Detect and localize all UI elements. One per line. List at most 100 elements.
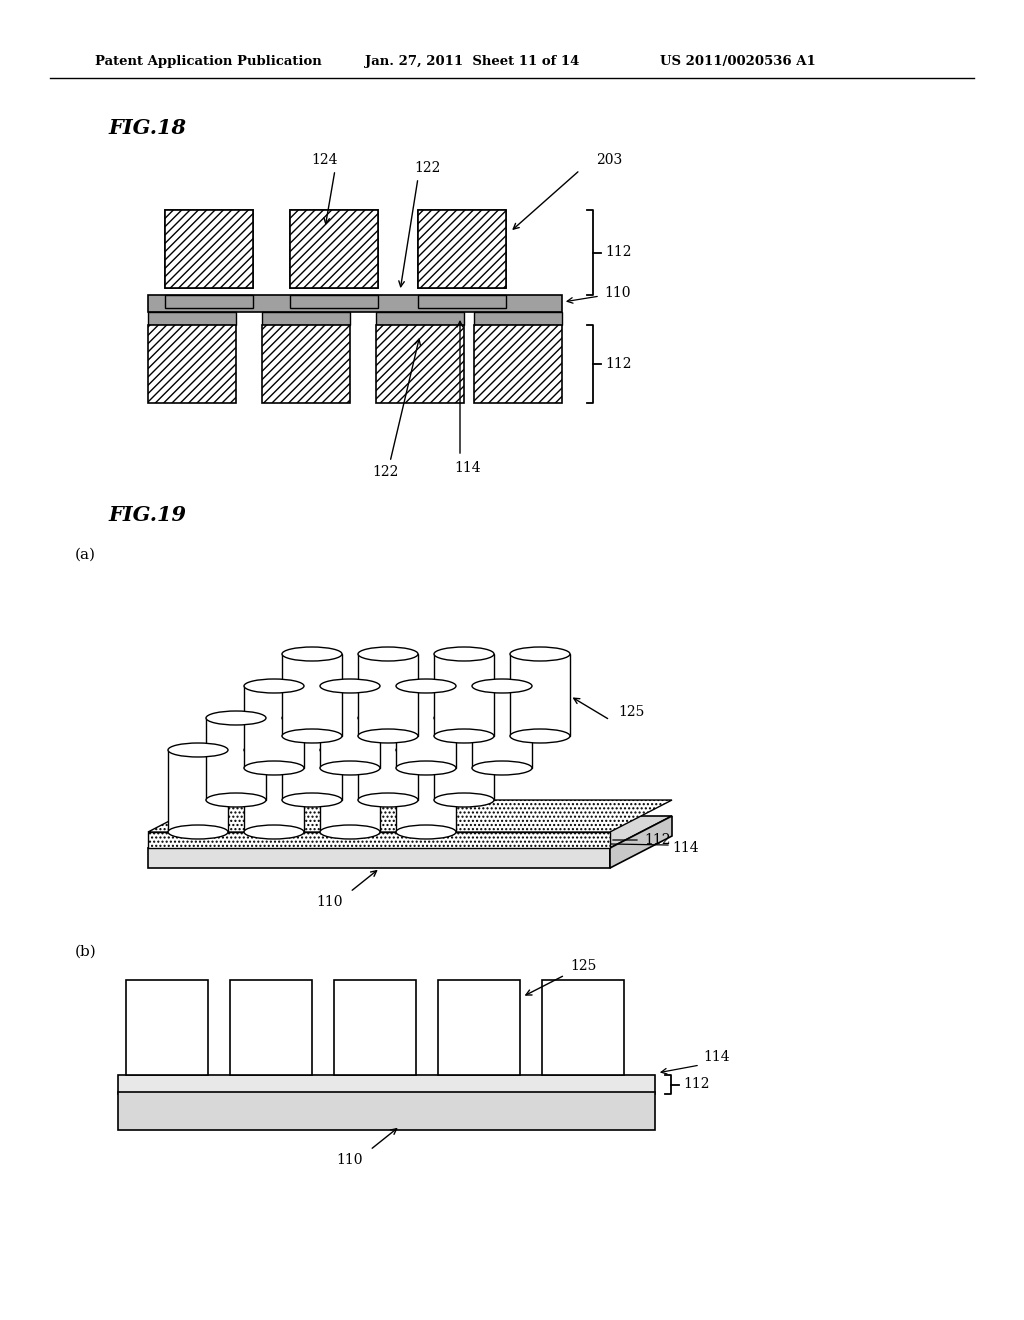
Text: 122: 122 — [372, 465, 398, 479]
Ellipse shape — [282, 647, 342, 661]
Text: (b): (b) — [75, 945, 96, 960]
Ellipse shape — [282, 793, 342, 807]
Ellipse shape — [244, 825, 304, 840]
Text: 110: 110 — [337, 1152, 364, 1167]
Polygon shape — [244, 750, 304, 832]
Ellipse shape — [358, 711, 418, 725]
Ellipse shape — [434, 729, 494, 743]
Ellipse shape — [206, 711, 266, 725]
Text: 125: 125 — [570, 960, 596, 973]
Bar — [290, 210, 378, 288]
Polygon shape — [206, 718, 266, 800]
Bar — [418, 294, 506, 308]
Polygon shape — [434, 718, 494, 800]
Bar — [262, 312, 350, 325]
Ellipse shape — [472, 762, 532, 775]
Ellipse shape — [319, 743, 380, 756]
Bar — [148, 325, 236, 403]
Polygon shape — [358, 653, 418, 737]
Text: 125: 125 — [618, 705, 644, 719]
Ellipse shape — [472, 678, 532, 693]
Polygon shape — [282, 653, 342, 737]
Ellipse shape — [168, 825, 228, 840]
Ellipse shape — [396, 762, 456, 775]
Text: FIG.19: FIG.19 — [108, 506, 186, 525]
Ellipse shape — [358, 729, 418, 743]
Text: 203: 203 — [596, 153, 623, 168]
Bar — [165, 210, 253, 288]
Text: 112: 112 — [644, 833, 671, 847]
Ellipse shape — [319, 762, 380, 775]
Bar — [334, 979, 416, 1074]
Polygon shape — [282, 718, 342, 800]
Text: 112: 112 — [605, 356, 632, 371]
Bar — [230, 979, 312, 1074]
Polygon shape — [610, 816, 672, 869]
Ellipse shape — [282, 729, 342, 743]
Polygon shape — [148, 816, 672, 847]
Text: 110: 110 — [316, 895, 343, 909]
Ellipse shape — [206, 793, 266, 807]
Bar — [376, 325, 464, 403]
Polygon shape — [148, 832, 610, 847]
Ellipse shape — [244, 743, 304, 756]
Text: 112: 112 — [683, 1077, 710, 1092]
Text: 110: 110 — [604, 286, 631, 300]
Ellipse shape — [319, 678, 380, 693]
Ellipse shape — [396, 825, 456, 840]
Ellipse shape — [319, 825, 380, 840]
Bar — [438, 979, 520, 1074]
Polygon shape — [319, 686, 380, 768]
Ellipse shape — [358, 647, 418, 661]
Bar — [148, 294, 562, 312]
Ellipse shape — [358, 793, 418, 807]
Polygon shape — [319, 750, 380, 832]
Polygon shape — [358, 718, 418, 800]
Text: Patent Application Publication: Patent Application Publication — [95, 55, 322, 69]
Polygon shape — [118, 1092, 655, 1130]
Text: Jan. 27, 2011  Sheet 11 of 14: Jan. 27, 2011 Sheet 11 of 14 — [365, 55, 580, 69]
Ellipse shape — [282, 711, 342, 725]
Ellipse shape — [434, 711, 494, 725]
Ellipse shape — [396, 743, 456, 756]
Ellipse shape — [510, 729, 570, 743]
Ellipse shape — [396, 678, 456, 693]
Ellipse shape — [434, 647, 494, 661]
Bar — [126, 979, 208, 1074]
Polygon shape — [396, 686, 456, 768]
Bar — [262, 325, 350, 403]
Polygon shape — [244, 686, 304, 768]
Text: (a): (a) — [75, 548, 96, 562]
Polygon shape — [148, 847, 610, 869]
Polygon shape — [510, 653, 570, 737]
Bar — [474, 325, 562, 403]
Bar — [165, 210, 253, 288]
Polygon shape — [148, 800, 672, 832]
Polygon shape — [396, 750, 456, 832]
Bar — [148, 312, 236, 325]
Bar — [542, 979, 624, 1074]
Ellipse shape — [510, 647, 570, 661]
Bar — [418, 210, 506, 288]
Bar — [376, 312, 464, 325]
Ellipse shape — [244, 762, 304, 775]
Ellipse shape — [244, 678, 304, 693]
Text: 122: 122 — [415, 161, 441, 176]
Ellipse shape — [168, 743, 228, 756]
Bar — [474, 312, 562, 325]
Bar — [418, 210, 506, 288]
Bar — [290, 294, 378, 308]
Polygon shape — [168, 750, 228, 832]
Text: FIG.18: FIG.18 — [108, 117, 186, 139]
Text: 114: 114 — [455, 461, 481, 475]
Text: US 2011/0020536 A1: US 2011/0020536 A1 — [660, 55, 816, 69]
Polygon shape — [434, 653, 494, 737]
Ellipse shape — [434, 793, 494, 807]
Polygon shape — [118, 1074, 655, 1094]
Text: 114: 114 — [672, 841, 698, 855]
Text: 112: 112 — [605, 246, 632, 260]
Text: 114: 114 — [703, 1049, 730, 1064]
Bar — [165, 294, 253, 308]
Bar — [290, 210, 378, 288]
Text: 124: 124 — [311, 153, 338, 168]
